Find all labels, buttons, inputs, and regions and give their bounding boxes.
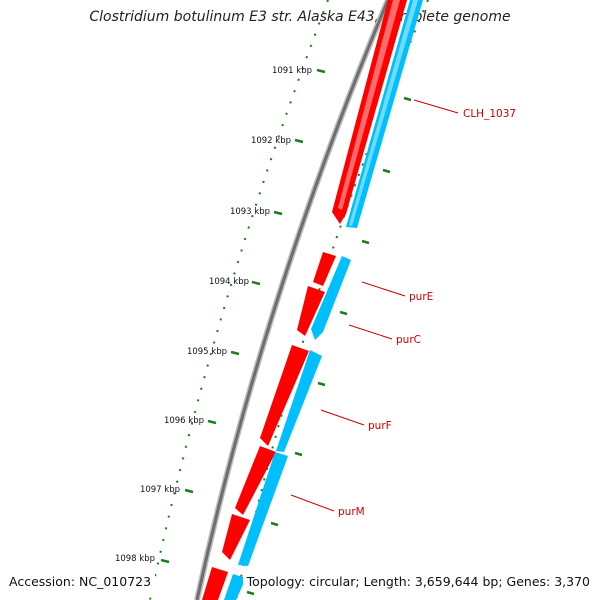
ruler-label: 1091 kbp (272, 66, 312, 76)
gene-labels: CLH_1037 purE purC purF purM (338, 108, 516, 518)
ruler-tick (160, 558, 170, 564)
feature-tick (317, 381, 326, 387)
reverse-gene (238, 452, 288, 566)
ruler-label: 1096 kbp (164, 416, 204, 426)
reverse-strand-genes (224, 0, 423, 600)
gene-label-clh1037: CLH_1037 (463, 108, 516, 120)
gene-label-leaders (290, 99, 459, 512)
gene-label-pure: purE (409, 291, 433, 303)
ruler-label: 1092 kbp (251, 136, 291, 146)
feature-tick (270, 521, 279, 527)
accession-text: Accession: NC_010723 (9, 574, 156, 589)
reverse-gene (224, 574, 246, 600)
feature-tick (294, 451, 303, 457)
ruler-label: 1095 kbp (187, 347, 227, 357)
forward-gene (202, 567, 228, 600)
ruler-tick (184, 488, 194, 494)
ruler-tick (207, 419, 217, 425)
ruler-label: 1098 kbp (115, 554, 155, 564)
forward-gene (297, 286, 325, 336)
ruler-label: 1094 kbp (209, 277, 249, 287)
feature-tick (403, 96, 412, 102)
forward-gene (260, 345, 309, 446)
reverse-gene (311, 256, 351, 340)
genome-summary-text: Topology: circular; Length: 3,659,644 bp… (242, 574, 590, 589)
forward-gene-highlight (338, 0, 400, 210)
ruler-tick (294, 138, 304, 144)
ruler-tick (230, 350, 240, 356)
gene-label-purm: purM (338, 506, 365, 518)
forward-strand-genes (202, 0, 407, 600)
ruler-label: 1093 kbp (230, 207, 270, 217)
ruler-tick (251, 280, 261, 286)
ruler-tick (273, 210, 283, 216)
ruler-tick (316, 68, 326, 74)
gene-label-purc: purC (396, 334, 421, 346)
feature-tick (361, 239, 370, 245)
backbone-arc (194, 0, 391, 600)
scale-ruler: 1091 kbp 1092 kbp 1093 kbp 1094 kbp 1095… (115, 0, 329, 600)
reverse-gene (276, 350, 322, 452)
forward-gene (222, 514, 250, 560)
feature-tick (382, 168, 391, 174)
feature-tick (339, 310, 348, 316)
forward-gene (313, 252, 336, 286)
forward-gene (235, 446, 276, 515)
reverse-gene-highlight (349, 0, 418, 226)
gene-label-purf: purF (368, 420, 392, 432)
feature-tick (246, 590, 255, 596)
ruler-label: 1097 kbp (140, 485, 180, 495)
